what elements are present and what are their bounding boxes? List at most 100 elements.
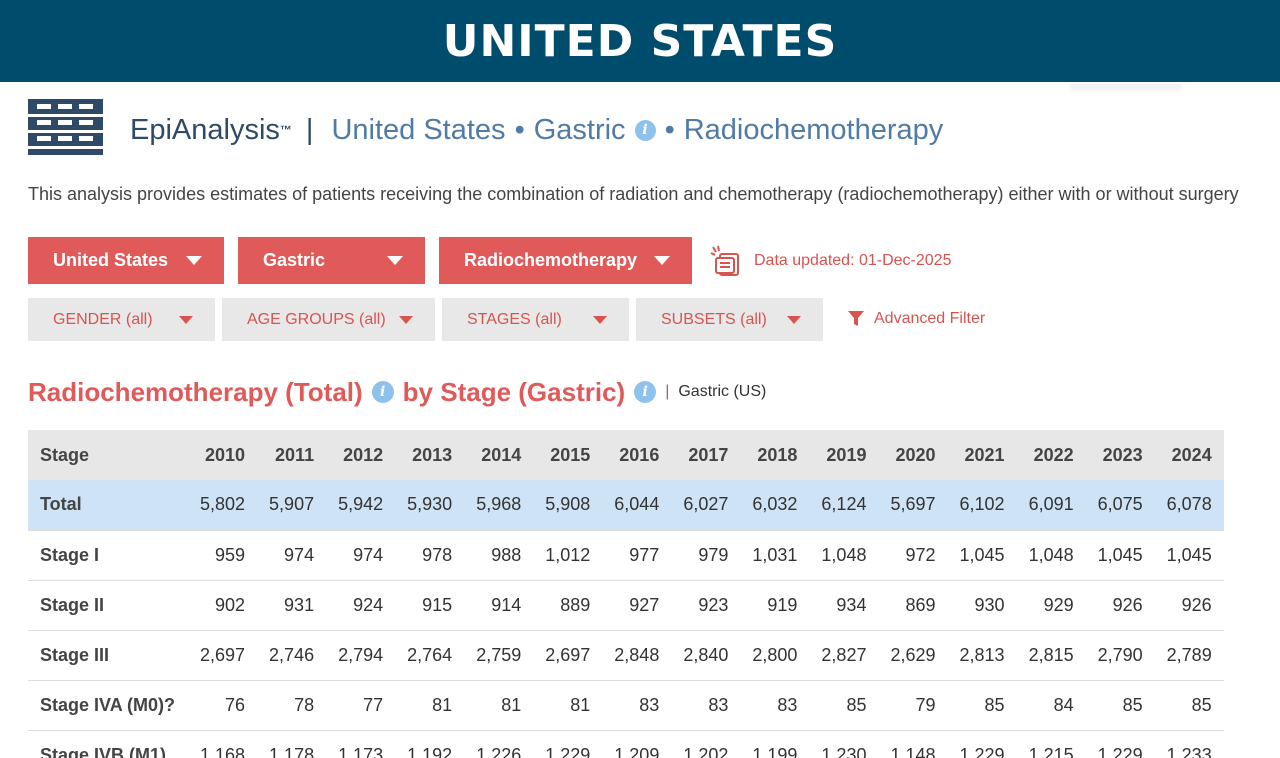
- column-header-year[interactable]: 2012: [343, 444, 384, 465]
- column-header-year[interactable]: 2023: [1102, 444, 1143, 465]
- therapy-dropdown[interactable]: Radiochemotherapy: [439, 237, 692, 284]
- table-cell: 1,192: [395, 730, 465, 758]
- table-cell: 1,209: [602, 730, 672, 758]
- country-dropdown[interactable]: United States: [28, 237, 224, 284]
- table-cell: 1,173: [326, 730, 396, 758]
- table-cell: 988: [464, 530, 534, 581]
- caret-down-icon: [654, 256, 670, 265]
- table-cell: 930: [947, 580, 1017, 631]
- table-cell: 974: [326, 530, 396, 581]
- disease-dropdown[interactable]: Gastric: [238, 237, 425, 284]
- headline-separator: |: [305, 113, 314, 146]
- info-icon[interactable]: i: [371, 381, 394, 403]
- subsets-filter[interactable]: SUBSETS (all): [636, 298, 823, 341]
- column-header-stage[interactable]: Stage: [40, 444, 90, 465]
- table-cell: 2,697: [533, 630, 603, 681]
- row-label: Stage IVA (M0)?: [28, 680, 188, 731]
- table-cell: 83: [602, 680, 672, 731]
- table-cell: 5,930: [395, 480, 465, 531]
- table-cell: 2,794: [326, 630, 396, 681]
- caret-down-icon: [399, 315, 413, 324]
- table-row: Stage II 902 931 924 915 914 889 927 923 919 934 86…: [28, 580, 1224, 631]
- table-grid-logo-icon: [28, 99, 103, 155]
- stage-table: Stage 2010 2011 2012 2013 2014 2015 2016 2017 201…: [28, 430, 1224, 758]
- gender-filter-label: GENDER (all): [53, 310, 153, 328]
- column-header-year[interactable]: 2021: [964, 444, 1005, 465]
- section-subtitle: Gastric (US): [678, 383, 767, 400]
- table-cell: 85: [1154, 680, 1224, 731]
- funnel-icon: [848, 311, 864, 326]
- table-cell: 81: [395, 680, 465, 731]
- table-row: Stage I 959 974 974 978 988 1,012 977 979 1,031 1,…: [28, 530, 1224, 581]
- breadcrumb-country[interactable]: United States: [331, 113, 506, 146]
- column-header-year[interactable]: 2019: [826, 444, 867, 465]
- caret-down-icon: [186, 256, 202, 265]
- table-cell: 1,230: [809, 730, 879, 758]
- column-header-year[interactable]: 2024: [1171, 444, 1212, 465]
- table-cell: 6,075: [1085, 480, 1155, 531]
- gender-filter[interactable]: GENDER (all): [28, 298, 215, 341]
- table-cell: 85: [1085, 680, 1155, 731]
- table-cell: 6,044: [602, 480, 672, 531]
- table-cell: 85: [809, 680, 879, 731]
- banner-title: UNITED STATES: [442, 15, 838, 67]
- table-cell: 6,078: [1154, 480, 1224, 531]
- table-cell: 1,233: [1154, 730, 1224, 758]
- table-row-total: Total 5,802 5,907 5,942 5,930 5,968 5,908 6,044…: [28, 480, 1224, 531]
- table-cell: 1,048: [1016, 530, 1086, 581]
- table-cell: 1,199: [740, 730, 810, 758]
- table-cell: 5,968: [464, 480, 534, 531]
- table-cell: 2,789: [1154, 630, 1224, 681]
- column-header-year[interactable]: 2022: [1033, 444, 1074, 465]
- column-header-year[interactable]: 2014: [481, 444, 522, 465]
- table-cell: 1,178: [257, 730, 327, 758]
- table-cell: 5,907: [257, 480, 327, 531]
- table-cell: 84: [1016, 680, 1086, 731]
- stages-filter[interactable]: STAGES (all): [442, 298, 629, 341]
- column-header-year[interactable]: 2010: [205, 444, 246, 465]
- table-cell: 2,827: [809, 630, 879, 681]
- disease-dropdown-label: Gastric: [263, 250, 326, 270]
- caret-down-icon: [593, 315, 607, 324]
- data-updated-notice: Data updated: 01-Dec-2025: [710, 244, 951, 278]
- table-cell: 972: [878, 530, 948, 581]
- table-cell: 81: [464, 680, 534, 731]
- country-dropdown-label: United States: [53, 250, 169, 270]
- column-header-year[interactable]: 2020: [895, 444, 936, 465]
- table-header-row: Stage 2010 2011 2012 2013 2014 2015 2016 2017 201…: [28, 430, 1224, 480]
- caret-down-icon: [787, 315, 801, 324]
- advanced-filter-link[interactable]: Advanced Filter: [848, 306, 985, 332]
- table-row: Stage III 2,697 2,746 2,794 2,764 2,759 2,697 2…: [28, 630, 1224, 681]
- breadcrumb-disease[interactable]: Gastric: [533, 113, 626, 146]
- table-cell: 1,168: [188, 730, 258, 758]
- table-cell: 978: [395, 530, 465, 581]
- table-cell: 5,942: [326, 480, 396, 531]
- table-cell: 1,045: [1085, 530, 1155, 581]
- table-cell: 77: [326, 680, 396, 731]
- section-heading: Radiochemotherapy (Total) i by Stage (Ga…: [28, 374, 766, 410]
- section-title-part1: Radiochemotherapy (Total): [28, 376, 363, 407]
- column-header-year[interactable]: 2013: [412, 444, 453, 465]
- age-groups-filter-label: AGE GROUPS (all): [247, 310, 386, 328]
- column-header-year[interactable]: 2011: [275, 444, 315, 465]
- top-right-shadow-tab: [1070, 84, 1182, 88]
- analysis-description: This analysis provides estimates of pati…: [28, 184, 1239, 204]
- table-cell: 85: [947, 680, 1017, 731]
- column-header-year[interactable]: 2018: [757, 444, 798, 465]
- column-header-year[interactable]: 2017: [688, 444, 729, 465]
- breadcrumb-therapy[interactable]: Radiochemotherapy: [683, 113, 944, 146]
- table-cell: 2,848: [602, 630, 672, 681]
- info-icon[interactable]: i: [634, 381, 657, 403]
- column-header-year[interactable]: 2015: [550, 444, 591, 465]
- row-label: Stage IVB (M1): [28, 730, 188, 758]
- table-cell: 2,790: [1085, 630, 1155, 681]
- table-cell: 2,629: [878, 630, 948, 681]
- table-cell: 2,764: [395, 630, 465, 681]
- age-groups-filter[interactable]: AGE GROUPS (all): [222, 298, 435, 341]
- table-cell: 83: [671, 680, 741, 731]
- table-cell: 1,202: [671, 730, 741, 758]
- column-header-year[interactable]: 2016: [619, 444, 660, 465]
- table-cell: 5,908: [533, 480, 603, 531]
- info-icon[interactable]: i: [634, 119, 656, 141]
- table-cell: 934: [809, 580, 879, 631]
